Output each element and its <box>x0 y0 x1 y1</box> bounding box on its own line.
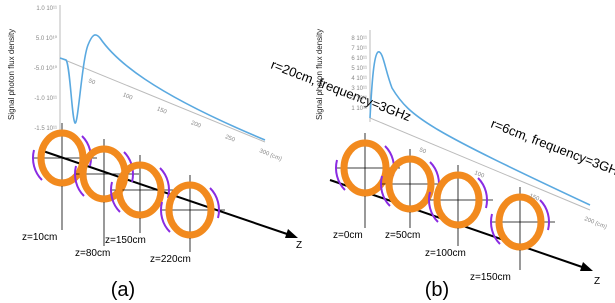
y-tick-label: 3 10¹¹ <box>351 86 367 92</box>
x-tick-label: 200 (cm) <box>583 216 607 230</box>
polarization-arrow <box>489 213 501 245</box>
ring <box>385 155 435 213</box>
y-label: Signal photon flux density <box>315 29 324 120</box>
polarization-arrow <box>159 201 171 233</box>
caption: (a) <box>111 279 135 301</box>
axis-label: Z <box>296 240 302 251</box>
annotation: r=6cm, frequency=3GHz <box>489 116 615 181</box>
y-tick-label: 7 10¹¹ <box>351 46 367 52</box>
y-label: Signal photon flux density <box>7 29 16 120</box>
ring <box>37 129 87 187</box>
x-tick-label: 300 (cm) <box>258 148 282 162</box>
polarization-arrow <box>73 165 85 197</box>
x-tick-label: 200 <box>190 120 202 130</box>
x-tick-label: 50 <box>87 78 96 86</box>
z-arrow <box>580 262 593 271</box>
polarization-arrow <box>159 167 171 199</box>
polarization-arrow <box>109 181 121 213</box>
x-tick-label: 250 <box>224 134 236 144</box>
x-tick-label: 150 <box>156 106 168 116</box>
polarization-arrow <box>427 191 439 223</box>
z-label: z=0cm <box>333 230 363 241</box>
z-label: z=50cm <box>385 230 420 241</box>
signal-curve <box>59 34 266 141</box>
z-label: z=100cm <box>425 248 466 259</box>
y-tick-label: 8 10¹¹ <box>351 36 367 42</box>
signal-curve <box>369 51 591 206</box>
x-axis <box>59 57 266 143</box>
polarization-arrow <box>539 199 551 231</box>
x-tick-label: 50 <box>418 147 427 155</box>
x-tick-label: 150 <box>528 193 540 203</box>
x-tick-label: 100 <box>122 92 134 102</box>
polarization-arrow <box>477 177 489 209</box>
ring <box>340 139 390 197</box>
z-label: z=220cm <box>150 254 191 265</box>
polarization-arrow <box>209 187 221 219</box>
z-label: z=80cm <box>75 248 110 259</box>
ring <box>495 193 545 251</box>
polarization-arrow <box>31 149 43 181</box>
y-tick-label: 5.0 10¹⁰ <box>36 35 58 42</box>
polarization-arrow <box>379 175 391 207</box>
ring <box>433 171 483 229</box>
z-label: z=150cm <box>105 235 146 246</box>
annotation: r=20cm, frequency=3GHz <box>269 57 413 124</box>
y-tick-label: -1.0 10¹¹ <box>34 96 57 102</box>
y-tick-label: -1.5 10¹¹ <box>34 126 57 132</box>
y-tick-label: 2 10¹¹ <box>351 96 367 102</box>
z-label: z=150cm <box>470 272 511 283</box>
polarization-arrow <box>334 159 346 191</box>
x-axis <box>369 117 591 211</box>
z-axis <box>39 149 291 236</box>
y-tick-label: -5.0 10¹⁰ <box>34 65 58 72</box>
x-tick-label: 100 <box>473 170 485 180</box>
y-tick-label: 6 10¹¹ <box>351 56 367 62</box>
ring <box>115 161 165 219</box>
axis-label: Z <box>594 276 600 287</box>
y-tick-label: 5 10¹¹ <box>351 66 367 72</box>
z-arrow <box>285 229 298 238</box>
y-tick-label: 4 10¹¹ <box>351 76 367 82</box>
ring <box>165 181 215 239</box>
polarization-arrow <box>81 135 93 167</box>
caption: (b) <box>425 279 449 301</box>
y-tick-label: 1.0 10¹¹ <box>36 6 57 12</box>
y-tick-label: 1 10¹¹ <box>351 106 367 112</box>
z-label: z=10cm <box>22 232 57 243</box>
